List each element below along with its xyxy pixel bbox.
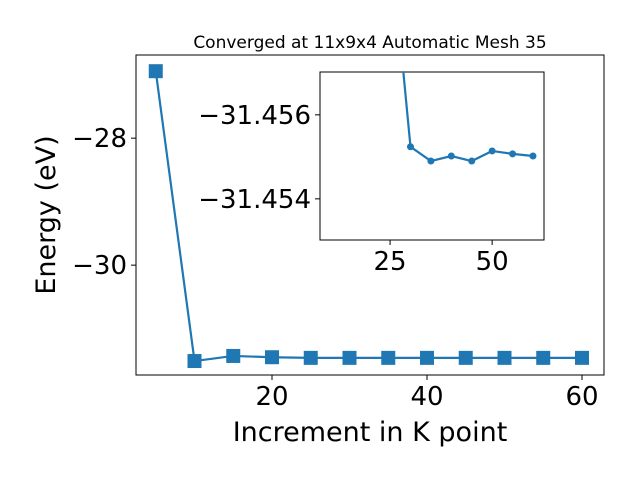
chart-title: Converged at 11x9x4 Automatic Mesh 35 [193,33,546,53]
y-tick-label: −31.456 [198,101,311,131]
x-tick-label: 50 [476,247,509,277]
axes-frame [319,71,545,241]
plot-area [148,64,589,369]
marker [303,350,318,365]
marker [342,350,357,365]
marker [509,150,517,158]
y-tick-label: −31.454 [198,185,311,215]
marker [226,348,241,363]
y-tick-label: −30 [72,251,127,281]
marker [497,350,512,365]
x-axis-label: Increment in K point [233,417,508,448]
marker [447,152,455,160]
marker [406,143,414,151]
marker [574,350,589,365]
marker [148,64,163,79]
marker [419,350,434,365]
marker [381,350,396,365]
marker [468,157,476,165]
x-tick-label: 20 [255,382,288,412]
y-axis-label: Energy (eV) [31,135,62,294]
marker [187,354,202,369]
marker [427,157,435,165]
marker [529,152,537,160]
marker [488,147,496,155]
y-tick-label: −28 [72,124,127,154]
x-tick-label: 25 [374,247,407,277]
x-tick-label: 40 [410,382,443,412]
marker [536,350,551,365]
x-tick-label: 60 [565,382,598,412]
marker [265,350,280,365]
plot-area [402,72,537,165]
marker [458,350,473,365]
